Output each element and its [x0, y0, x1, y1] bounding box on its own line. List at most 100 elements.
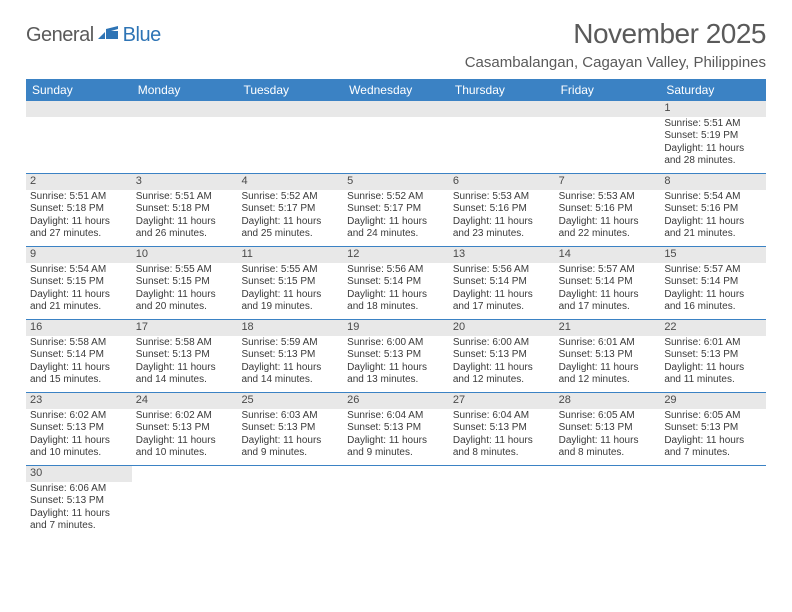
sunset-line: Sunset: 5:16 PM: [559, 203, 657, 216]
day-body: Sunrise: 5:55 AMSunset: 5:15 PMDaylight:…: [132, 263, 238, 316]
sunset-line: Sunset: 5:14 PM: [347, 276, 445, 289]
sunset-line: Sunset: 5:13 PM: [30, 422, 128, 435]
day-body: Sunrise: 6:02 AMSunset: 5:13 PMDaylight:…: [26, 409, 132, 462]
daylight-line-2: and 20 minutes.: [136, 301, 234, 314]
day-header: Monday: [132, 79, 238, 101]
daylight-line-2: and 27 minutes.: [30, 228, 128, 241]
sunrise-line: Sunrise: 5:52 AM: [347, 191, 445, 204]
daylight-line-1: Daylight: 11 hours: [559, 216, 657, 229]
daylight-line-1: Daylight: 11 hours: [136, 289, 234, 302]
week-row: 23Sunrise: 6:02 AMSunset: 5:13 PMDayligh…: [26, 393, 766, 466]
daylight-line-2: and 12 minutes.: [453, 374, 551, 387]
day-cell: 8Sunrise: 5:54 AMSunset: 5:16 PMDaylight…: [660, 174, 766, 246]
sunrise-line: Sunrise: 5:51 AM: [136, 191, 234, 204]
daylight-line-2: and 11 minutes.: [664, 374, 762, 387]
sunset-line: Sunset: 5:13 PM: [241, 349, 339, 362]
daylight-line-2: and 28 minutes.: [664, 155, 762, 168]
daylight-line-2: and 8 minutes.: [453, 447, 551, 460]
logo-text-blue: Blue: [123, 24, 161, 47]
day-cell: 9Sunrise: 5:54 AMSunset: 5:15 PMDaylight…: [26, 247, 132, 319]
daylight-line-1: Daylight: 11 hours: [347, 289, 445, 302]
empty-daynum-bar: [237, 101, 343, 117]
daylight-line-1: Daylight: 11 hours: [664, 289, 762, 302]
sunset-line: Sunset: 5:15 PM: [30, 276, 128, 289]
day-number: 3: [132, 174, 238, 190]
day-number: 18: [237, 320, 343, 336]
day-number: 8: [660, 174, 766, 190]
daylight-line-1: Daylight: 11 hours: [136, 435, 234, 448]
daylight-line-1: Daylight: 11 hours: [453, 362, 551, 375]
sunset-line: Sunset: 5:13 PM: [30, 495, 128, 508]
day-body: Sunrise: 6:06 AMSunset: 5:13 PMDaylight:…: [26, 482, 132, 535]
daylight-line-2: and 18 minutes.: [347, 301, 445, 314]
day-number: 28: [555, 393, 661, 409]
sunset-line: Sunset: 5:17 PM: [347, 203, 445, 216]
daylight-line-1: Daylight: 11 hours: [453, 216, 551, 229]
sunset-line: Sunset: 5:13 PM: [453, 349, 551, 362]
sunrise-line: Sunrise: 5:54 AM: [30, 264, 128, 277]
day-header: Thursday: [449, 79, 555, 101]
sunset-line: Sunset: 5:17 PM: [241, 203, 339, 216]
empty-cell: [343, 101, 449, 173]
daylight-line-2: and 9 minutes.: [347, 447, 445, 460]
sunrise-line: Sunrise: 6:04 AM: [347, 410, 445, 423]
daylight-line-1: Daylight: 11 hours: [241, 289, 339, 302]
daylight-line-2: and 17 minutes.: [453, 301, 551, 314]
sunset-line: Sunset: 5:13 PM: [559, 422, 657, 435]
empty-daynum-bar: [343, 101, 449, 117]
day-header: Wednesday: [343, 79, 449, 101]
daylight-line-2: and 22 minutes.: [559, 228, 657, 241]
sunset-line: Sunset: 5:13 PM: [347, 422, 445, 435]
sunrise-line: Sunrise: 5:53 AM: [559, 191, 657, 204]
day-body: Sunrise: 5:57 AMSunset: 5:14 PMDaylight:…: [555, 263, 661, 316]
day-cell: 24Sunrise: 6:02 AMSunset: 5:13 PMDayligh…: [132, 393, 238, 465]
sunrise-line: Sunrise: 6:00 AM: [453, 337, 551, 350]
day-number: 5: [343, 174, 449, 190]
day-body: Sunrise: 5:58 AMSunset: 5:13 PMDaylight:…: [132, 336, 238, 389]
sunrise-line: Sunrise: 6:06 AM: [30, 483, 128, 496]
sunset-line: Sunset: 5:13 PM: [664, 422, 762, 435]
day-cell: 6Sunrise: 5:53 AMSunset: 5:16 PMDaylight…: [449, 174, 555, 246]
day-header: Friday: [555, 79, 661, 101]
sunrise-line: Sunrise: 6:03 AM: [241, 410, 339, 423]
day-header-row: SundayMondayTuesdayWednesdayThursdayFrid…: [26, 79, 766, 101]
daylight-line-1: Daylight: 11 hours: [664, 216, 762, 229]
sunset-line: Sunset: 5:13 PM: [241, 422, 339, 435]
day-cell: 10Sunrise: 5:55 AMSunset: 5:15 PMDayligh…: [132, 247, 238, 319]
daylight-line-1: Daylight: 11 hours: [453, 289, 551, 302]
sunset-line: Sunset: 5:19 PM: [664, 130, 762, 143]
daylight-line-2: and 10 minutes.: [30, 447, 128, 460]
daylight-line-1: Daylight: 11 hours: [347, 435, 445, 448]
empty-cell: [132, 101, 238, 173]
daylight-line-2: and 9 minutes.: [241, 447, 339, 460]
day-cell: 16Sunrise: 5:58 AMSunset: 5:14 PMDayligh…: [26, 320, 132, 392]
day-number: 6: [449, 174, 555, 190]
daylight-line-1: Daylight: 11 hours: [136, 216, 234, 229]
daylight-line-2: and 24 minutes.: [347, 228, 445, 241]
day-cell: 14Sunrise: 5:57 AMSunset: 5:14 PMDayligh…: [555, 247, 661, 319]
daylight-line-1: Daylight: 11 hours: [241, 435, 339, 448]
sunrise-line: Sunrise: 5:53 AM: [453, 191, 551, 204]
calendar: SundayMondayTuesdayWednesdayThursdayFrid…: [26, 79, 766, 538]
empty-cell: [237, 466, 343, 538]
daylight-line-1: Daylight: 11 hours: [30, 508, 128, 521]
day-number: 27: [449, 393, 555, 409]
day-body: Sunrise: 6:03 AMSunset: 5:13 PMDaylight:…: [237, 409, 343, 462]
daylight-line-1: Daylight: 11 hours: [241, 216, 339, 229]
day-number: 7: [555, 174, 661, 190]
sunrise-line: Sunrise: 5:58 AM: [136, 337, 234, 350]
empty-cell: [555, 466, 661, 538]
day-number: 4: [237, 174, 343, 190]
sunset-line: Sunset: 5:18 PM: [136, 203, 234, 216]
daylight-line-2: and 7 minutes.: [30, 520, 128, 533]
day-number: 1: [660, 101, 766, 117]
daylight-line-2: and 21 minutes.: [30, 301, 128, 314]
daylight-line-2: and 8 minutes.: [559, 447, 657, 460]
day-cell: 20Sunrise: 6:00 AMSunset: 5:13 PMDayligh…: [449, 320, 555, 392]
day-number: 9: [26, 247, 132, 263]
empty-cell: [449, 466, 555, 538]
day-body: Sunrise: 6:04 AMSunset: 5:13 PMDaylight:…: [449, 409, 555, 462]
daylight-line-1: Daylight: 11 hours: [559, 362, 657, 375]
sunset-line: Sunset: 5:14 PM: [559, 276, 657, 289]
day-number: 29: [660, 393, 766, 409]
